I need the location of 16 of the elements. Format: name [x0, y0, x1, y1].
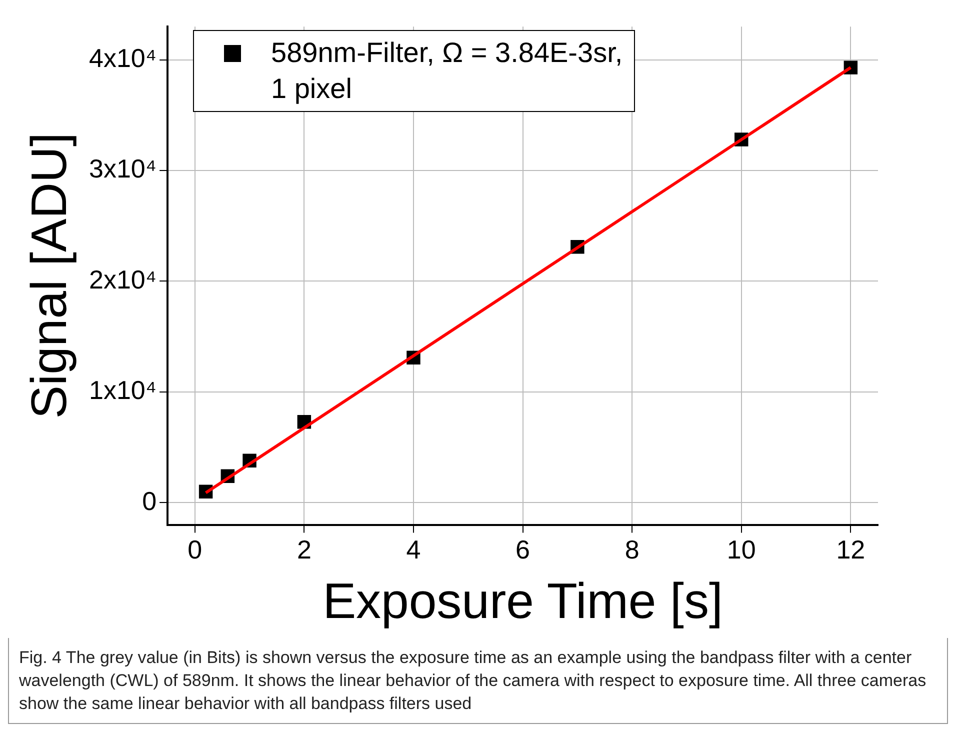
y-tick-label: 4x10⁴ [88, 42, 157, 73]
x-tick-label: 0 [188, 534, 202, 565]
x-tick-label: 12 [836, 534, 866, 565]
x-tick-label: 10 [726, 534, 756, 565]
x-tick-label: 8 [624, 534, 640, 565]
y-tick-label: 3x10⁴ [88, 154, 157, 184]
caption: Fig. 4 The grey value (in Bits) is shown versus the exposure time as an example using the bandpass filter with a center wavelength (CWL) of 589nm. It shows the linear behavior of the camera with respect to exposure time. All three cameras show the same linear behavior with all bandpass filters used [19, 647, 928, 715]
legend-label: 589nm-Filter, Ω = 3.84E-3sr, 1 pixel [271, 36, 624, 106]
y-tick-label: 0 [142, 486, 157, 516]
x-tick-label: 4 [406, 534, 421, 565]
x-tick-label: 2 [296, 534, 312, 565]
y-tick-label: 1x10⁴ [88, 375, 157, 406]
y-tick-label: 2x10⁴ [88, 264, 157, 294]
x-tick-label: 6 [516, 534, 530, 565]
x-axis-title: Exposure Time [s] [322, 572, 723, 629]
y-axis-title: Signal [ADU] [20, 132, 77, 419]
